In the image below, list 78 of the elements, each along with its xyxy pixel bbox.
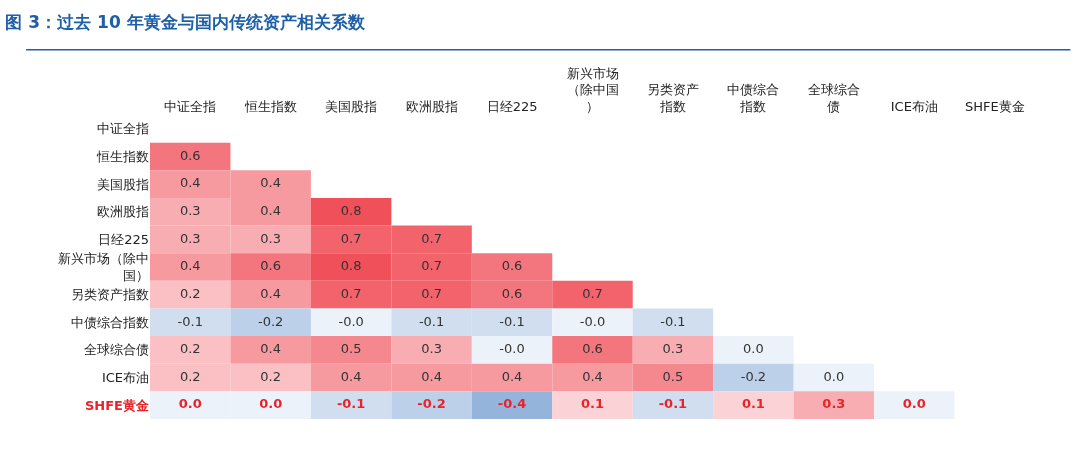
y-tick-label: SHFE黄金 — [84, 397, 150, 413]
data-label: 0.4 — [582, 368, 603, 384]
data-label: 0.3 — [179, 230, 201, 246]
data-label: 0.3 — [260, 230, 282, 246]
data-label: 0.6 — [179, 147, 201, 163]
y-tick-label: 恒生指数 — [96, 149, 149, 164]
data-label: 0.4 — [421, 368, 442, 384]
data-label: 0.2 — [179, 285, 201, 301]
data-label: -0.1 — [499, 313, 525, 329]
data-label: 0.0 — [178, 396, 202, 412]
data-label: 0.7 — [421, 258, 442, 274]
data-label: -0.0 — [499, 341, 525, 357]
data-label: -0.2 — [740, 368, 767, 384]
data-label: 0.7 — [582, 285, 603, 301]
y-tick-label: 中债综合指数 — [71, 314, 149, 330]
data-label: -0.1 — [336, 396, 366, 412]
data-label: 0.4 — [179, 258, 201, 274]
data-label: 0.5 — [340, 341, 362, 357]
data-label: 0.8 — [340, 202, 362, 218]
y-tick-label: 中证全指 — [97, 121, 149, 137]
chart-title: 图 3：过去 10 年黄金与国内传统资产相关系数 — [5, 11, 366, 32]
data-label: 0.2 — [179, 341, 201, 357]
data-label: 0.3 — [179, 202, 201, 218]
data-label: 0.8 — [340, 258, 362, 274]
data-label: 0.0 — [743, 341, 764, 357]
x-tick-label: ICE布油 — [890, 99, 938, 115]
data-label: 0.4 — [260, 285, 282, 301]
x-tick-label: 中债综合指数 — [727, 82, 780, 115]
y-tick-label: 欧洲股指 — [97, 204, 149, 220]
data-label: -0.1 — [177, 313, 203, 329]
data-label: 0.7 — [340, 285, 362, 301]
y-tick-label: 另类资产指数 — [71, 287, 149, 303]
data-label: 0.7 — [421, 230, 442, 246]
data-label: 0.1 — [580, 396, 605, 412]
data-label: 0.4 — [179, 175, 201, 191]
data-label: 0.7 — [340, 230, 362, 246]
y-tick-label: 全球综合债 — [84, 342, 149, 358]
data-label: 0.6 — [501, 285, 523, 301]
data-label: 0.3 — [822, 396, 846, 412]
data-label: 0.0 — [259, 396, 283, 412]
data-label: 0.6 — [501, 258, 523, 274]
data-label: -0.2 — [417, 396, 446, 412]
data-label: 0.7 — [421, 285, 442, 301]
data-label: 0.4 — [501, 368, 523, 384]
data-label: 0.0 — [823, 368, 845, 384]
data-label: 0.0 — [902, 396, 926, 412]
data-label: 0.4 — [260, 202, 282, 218]
data-label: -0.1 — [660, 313, 686, 329]
data-label: 0.6 — [260, 258, 282, 274]
x-tick-label: 恒生指数 — [243, 99, 297, 115]
data-label: 0.6 — [582, 341, 603, 357]
x-tick-label: 新兴市场（除中国） — [566, 65, 619, 115]
x-tick-label: 日经225 — [486, 99, 538, 115]
x-tick-label: 全球综合债 — [807, 82, 860, 115]
x-tick-label: 欧洲股指 — [405, 99, 458, 115]
data-label: 0.2 — [260, 368, 282, 384]
y-tick-label: ICE布油 — [101, 370, 149, 386]
data-label: -0.1 — [658, 396, 688, 412]
data-label: -0.0 — [579, 313, 606, 329]
data-label: 0.3 — [662, 341, 684, 357]
x-tick-label: 美国股指 — [325, 99, 378, 115]
y-tick-label: 美国股指 — [97, 176, 149, 192]
data-label: 0.4 — [260, 175, 282, 191]
y-tick-label: 日经225 — [98, 231, 149, 247]
data-label: -0.4 — [497, 396, 527, 412]
data-label: 0.1 — [741, 396, 765, 412]
data-label: -0.2 — [257, 313, 284, 329]
data-label: 0.3 — [421, 341, 442, 357]
data-label: 0.4 — [340, 368, 362, 384]
x-tick-label: 另类资产指数 — [646, 82, 699, 115]
data-label: 0.2 — [179, 368, 201, 384]
x-tick-label: SHFE黄金 — [964, 99, 1025, 115]
data-label: -0.1 — [418, 313, 445, 329]
data-label: 0.5 — [662, 368, 684, 384]
x-tick-label: 中证全指 — [164, 99, 217, 115]
data-label: 0.4 — [260, 341, 282, 357]
data-label: -0.0 — [338, 313, 364, 329]
y-tick-label: 新兴市场（除中国） — [58, 251, 149, 283]
